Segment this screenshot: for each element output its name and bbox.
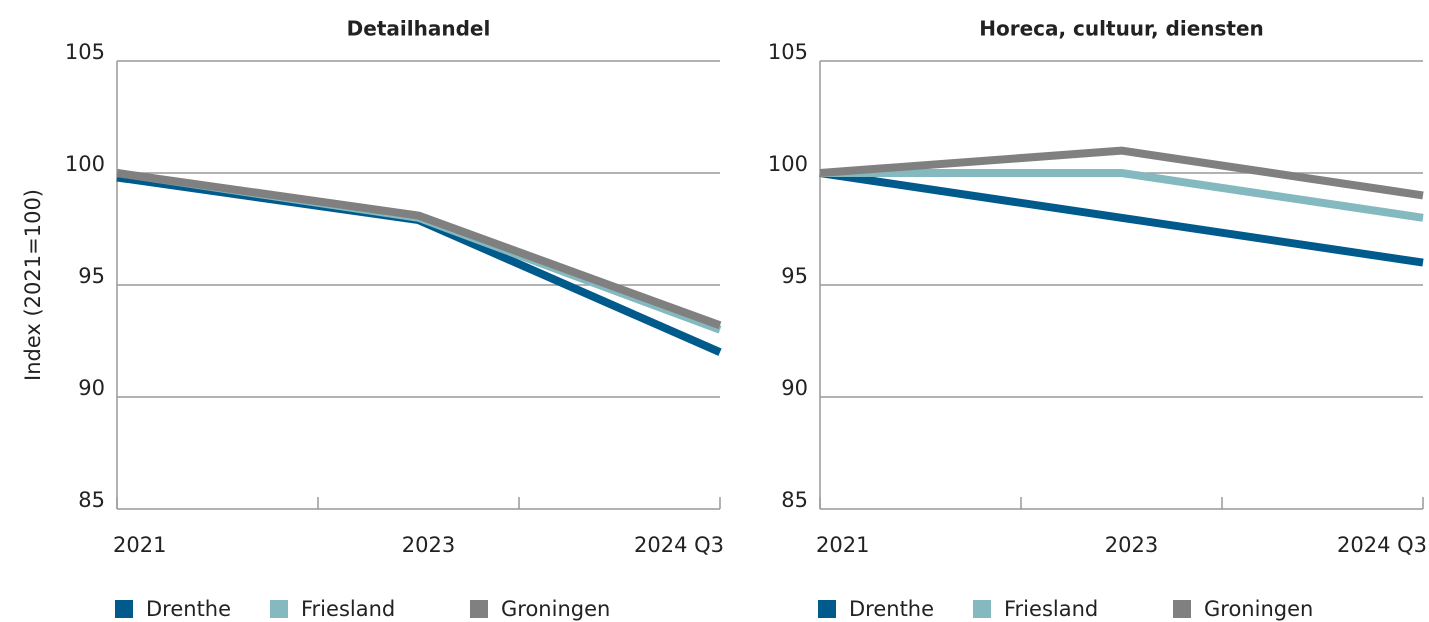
x-tick-label: 2024 Q3: [634, 533, 724, 557]
y-axis-label: Index (2021=100): [21, 189, 45, 381]
y-tick-label: 100: [768, 152, 808, 176]
legend-label: Drenthe: [849, 597, 934, 621]
legend-swatch: [470, 600, 488, 618]
line: [819, 146, 1424, 200]
legend-swatch: [973, 600, 991, 618]
x-tick-label: 2023: [402, 533, 455, 557]
y-tick-label: 105: [768, 40, 808, 64]
legend-swatch: [1173, 600, 1191, 618]
y-tick-label: 100: [65, 152, 105, 176]
x-tick-label: 2024 Q3: [1337, 533, 1427, 557]
legend-label: Friesland: [1004, 597, 1098, 621]
line: [820, 169, 1424, 222]
line: [116, 173, 722, 356]
y-tick-label: 95: [78, 264, 105, 288]
y-tick-label: 85: [781, 488, 808, 512]
x-tick-label: 2023: [1105, 533, 1158, 557]
line: [116, 169, 722, 330]
legend-label: Groningen: [501, 597, 610, 621]
line: [116, 169, 722, 334]
legend-label: Groningen: [1204, 597, 1313, 621]
legend-swatch: [818, 600, 836, 618]
y-tick-label: 85: [78, 488, 105, 512]
y-tick-label: 105: [65, 40, 105, 64]
y-tick-label: 95: [781, 264, 808, 288]
legend-label: Friesland: [301, 597, 395, 621]
y-tick-label: 90: [78, 376, 105, 400]
legend-swatch: [270, 600, 288, 618]
y-tick-label: 90: [781, 376, 808, 400]
chart-title: Horeca, cultuur, diensten: [979, 17, 1264, 41]
x-tick-label: 2021: [816, 533, 869, 557]
legend-swatch: [115, 600, 133, 618]
chart-title: Detailhandel: [347, 17, 491, 41]
legend-label: Drenthe: [146, 597, 231, 621]
line: [819, 169, 1424, 267]
x-tick-label: 2021: [113, 533, 166, 557]
